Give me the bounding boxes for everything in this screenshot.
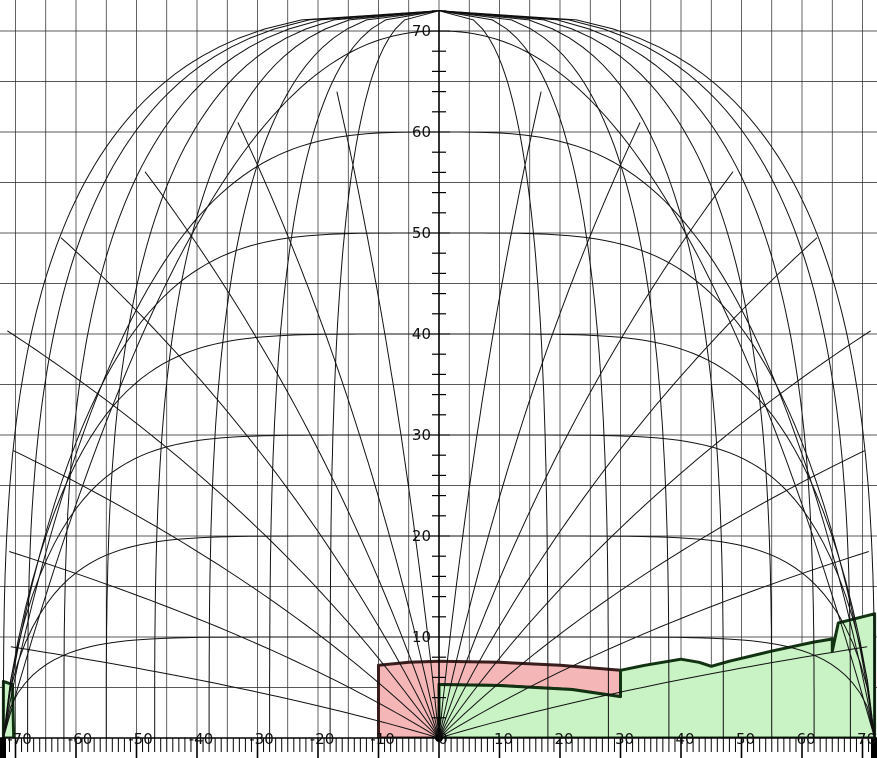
- y-tick-label: 70: [412, 22, 431, 40]
- x-tick-label: 40: [675, 730, 694, 748]
- y-tick-label: 40: [412, 325, 431, 343]
- declination-curve: [329, 10, 440, 738]
- declination-curve: [154, 10, 440, 738]
- declination-curve: [27, 10, 440, 738]
- y-tick-label: 20: [412, 527, 431, 545]
- declination-curve: [438, 10, 609, 738]
- axes: [0, 10, 877, 758]
- azimuth-line: [237, 122, 440, 739]
- tick-labels: -70 -60 -50 -40 -30 -20 -10 0 10 20 30 40 50 60 70 10 20…: [7, 22, 876, 748]
- declination-curve: [2, 10, 440, 738]
- y-tick-label: 10: [412, 628, 431, 646]
- x-tick-label: 20: [554, 730, 573, 748]
- azimuth-line: [438, 91, 542, 739]
- declination-curve: [438, 10, 670, 738]
- azimuth-line: [438, 330, 871, 739]
- grid: [0, 0, 877, 739]
- declination-curve: [438, 10, 876, 738]
- declination-curve: [438, 10, 724, 738]
- azimuth-line: [7, 330, 440, 739]
- y-tick-label: 30: [412, 426, 431, 444]
- azimuth-line: [336, 91, 440, 739]
- x-tick-label: -50: [128, 730, 153, 748]
- x-tick-label: 0: [438, 730, 448, 748]
- y-tick-label: 50: [412, 224, 431, 242]
- x-tick-label: -40: [189, 730, 214, 748]
- y-tick-label: 60: [412, 123, 431, 141]
- x-tick-label: -70: [7, 730, 32, 748]
- azimuth-line: [438, 237, 818, 739]
- azimuth-line: [438, 171, 734, 739]
- azimuth-line: [144, 171, 440, 739]
- azimuth-line: [9, 551, 440, 739]
- azimuth-line: [438, 646, 868, 739]
- x-tick-label: 50: [736, 730, 755, 748]
- declination-curve: [438, 10, 851, 738]
- azimuth-line: [60, 237, 440, 739]
- declination-curve: [208, 10, 440, 738]
- azimuth-line: [10, 646, 440, 739]
- axis-end-block: [871, 738, 877, 758]
- declination-curve: [105, 10, 440, 738]
- x-tick-label: -10: [370, 730, 395, 748]
- declination-curve: [438, 10, 773, 739]
- declination-curve: [438, 10, 549, 738]
- azimuth-line: [438, 122, 641, 739]
- declination-curve: [269, 10, 440, 738]
- x-tick-label: -20: [310, 730, 335, 748]
- azimuth-line: [438, 449, 866, 739]
- declination-curve: [438, 10, 815, 738]
- axis-end-block: [0, 738, 6, 758]
- x-tick-label: 10: [494, 730, 513, 748]
- x-tick-label: 70: [857, 730, 876, 748]
- origin-dot: [435, 734, 443, 742]
- declination-curve: [63, 10, 440, 738]
- azimuth-line: [438, 551, 869, 739]
- azimuth-line: [12, 449, 440, 739]
- x-tick-label: -60: [68, 730, 93, 748]
- x-tick-label: -30: [249, 730, 274, 748]
- x-tick-label: 30: [615, 730, 634, 748]
- x-tick-label: 60: [796, 730, 815, 748]
